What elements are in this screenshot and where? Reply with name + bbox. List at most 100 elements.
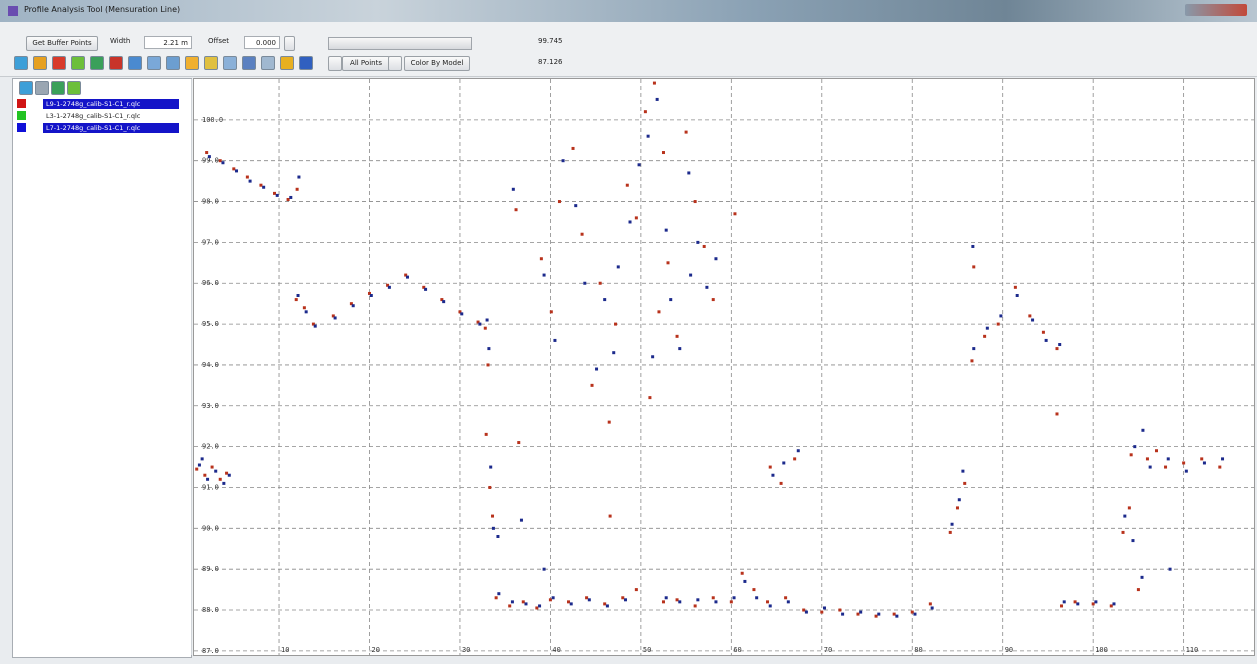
point [608,421,611,424]
point [787,600,790,603]
layer-label: L7-1-2748g_calib-S1-C1_r.qlc [43,123,179,133]
point [1164,466,1167,469]
point [689,274,692,277]
panel-icon[interactable] [19,81,33,95]
point [297,176,300,179]
offset-spinner[interactable] [284,36,295,51]
x-tick-label: 100 [1095,646,1108,654]
point [221,161,224,164]
points-toggle[interactable] [328,56,342,71]
point [656,98,659,101]
tool-icon[interactable] [33,56,47,70]
point [841,613,844,616]
points-dropdown[interactable] [388,56,402,71]
tool-icon[interactable] [299,56,313,70]
layer-item[interactable]: L3-1-2748g_calib-S1-C1_r.qlc [17,111,187,122]
toolbar: Get Buffer Points Width 2.21 m Offset 0.… [0,22,1257,77]
y-tick-label: 91.0 [202,483,219,491]
point [685,131,688,134]
tool-icon[interactable] [71,56,85,70]
point [517,441,520,444]
tool-icon[interactable] [166,56,180,70]
point [508,604,511,607]
point [1016,294,1019,297]
color-mode[interactable]: Color By Model [404,56,470,71]
max-slider[interactable] [328,37,472,50]
y-tick-label: 90.0 [202,524,219,532]
point [214,470,217,473]
point [766,600,769,603]
point [276,194,279,197]
point [1133,445,1136,448]
x-tick-label: 20 [371,646,379,654]
tool-icon[interactable] [147,56,161,70]
tool-icon[interactable] [90,56,104,70]
point [665,596,668,599]
point [1218,466,1221,469]
points-filter[interactable]: All Points [342,56,390,71]
x-tick-label: 70 [824,646,832,654]
point [524,602,527,605]
point [647,135,650,138]
tool-icon[interactable] [109,56,123,70]
point [442,300,445,303]
point [784,596,787,599]
point [370,294,373,297]
point [1058,343,1061,346]
point [676,598,679,601]
layer-label: L9-1-2748g_calib-S1-C1_r.qlc [43,99,179,109]
point [956,506,959,509]
layer-item[interactable]: L7-1-2748g_calib-S1-C1_r.qlc [17,123,187,134]
layer-item[interactable]: L9-1-2748g_calib-S1-C1_r.qlc [17,99,187,110]
x-tick-label: 50 [643,646,651,654]
point [460,312,463,315]
point [1221,457,1224,460]
tool-icon[interactable] [204,56,218,70]
point [203,474,206,477]
point [694,604,697,607]
tool-icon[interactable] [223,56,237,70]
point [972,265,975,268]
point [823,606,826,609]
point [895,615,898,618]
point [1200,457,1203,460]
window-controls[interactable] [1185,4,1247,16]
point [752,588,755,591]
point [648,396,651,399]
x-tick-label: 80 [914,646,922,654]
buffer-button[interactable]: Get Buffer Points [26,36,98,51]
point [488,486,491,489]
offset-input[interactable]: 0.000 [244,36,280,49]
panel-icon[interactable] [35,81,49,95]
x-tick-label: 40 [552,646,560,654]
tool-icon[interactable] [185,56,199,70]
point [653,82,656,85]
point [552,596,555,599]
tool-icon[interactable] [280,56,294,70]
point [875,615,878,618]
tool-icon[interactable] [52,56,66,70]
point [667,261,670,264]
point [595,368,598,371]
tool-icon[interactable] [261,56,275,70]
point [635,588,638,591]
tool-icon[interactable] [128,56,142,70]
point [617,265,620,268]
point [986,327,989,330]
width-input[interactable]: 2.21 m [144,36,192,49]
point [1055,412,1058,415]
point [662,600,665,603]
point [612,351,615,354]
point [1137,588,1140,591]
panel-icon[interactable] [51,81,65,95]
x-tick-label: 30 [462,646,470,654]
tool-icon[interactable] [14,56,28,70]
layer-list: L9-1-2748g_calib-S1-C1_r.qlc L3-1-2748g_c… [13,99,189,139]
panel-icon[interactable] [67,81,81,95]
point [741,572,744,575]
point [1042,331,1045,334]
point [558,200,561,203]
layer-swatch [17,123,26,132]
point [487,347,490,350]
tool-icon[interactable] [242,56,256,70]
